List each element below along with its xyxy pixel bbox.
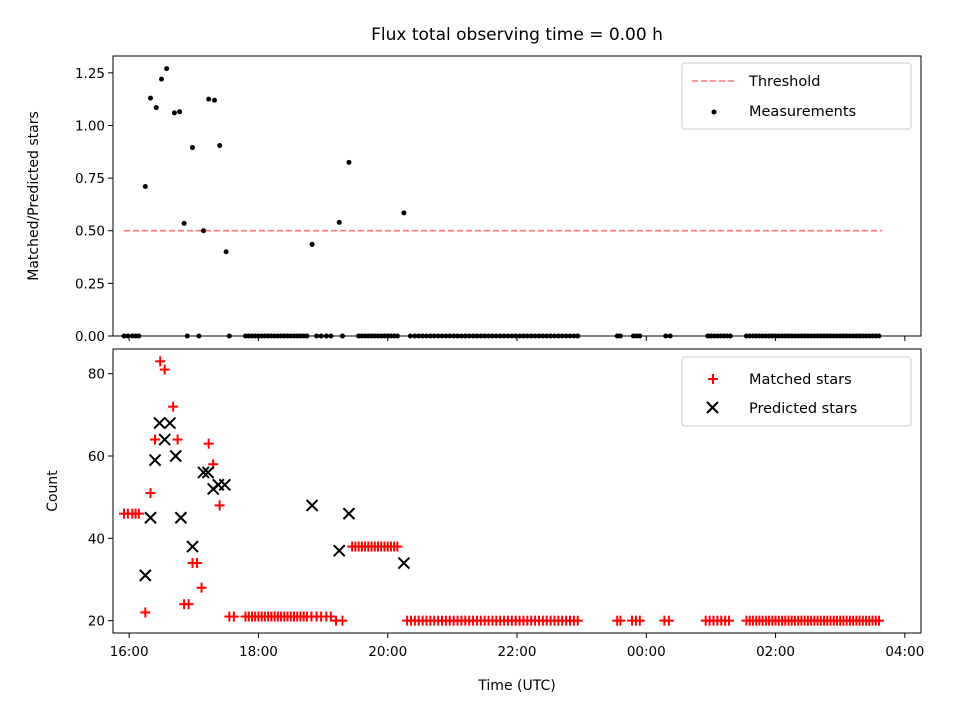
bottom-plot-area (118, 356, 884, 626)
top-y-tick-label: 0.25 (75, 276, 105, 292)
bottom-y-tick-label: 60 (88, 449, 105, 465)
measurement-point (190, 145, 196, 151)
chart-title: Flux total observing time = 0.00 h (371, 25, 663, 45)
measurement-point (217, 142, 223, 148)
predicted-star-point (305, 499, 319, 512)
measurement-point (142, 184, 148, 190)
matched-star-point (572, 615, 583, 626)
legend-predicted-marker (706, 401, 719, 414)
legend-measurements-label: Measurements (749, 104, 856, 120)
matched-star-point (145, 488, 156, 499)
bottom-y-tick-label: 40 (88, 531, 105, 547)
legend-matched-label: Matched stars (749, 372, 852, 388)
measurement-point (164, 66, 170, 72)
matched-star-point (228, 611, 239, 622)
measurement-point (181, 220, 187, 226)
predicted-star-point (169, 449, 182, 463)
matched-star-point (140, 607, 151, 618)
matched-star-point (196, 582, 207, 593)
predicted-star-point (153, 416, 166, 430)
top-y-axis-label: Matched/Predicted stars (26, 111, 42, 281)
bottom-legend-box (681, 356, 912, 427)
legend-matched-marker (708, 374, 718, 384)
top-y-tick-label: 0.00 (75, 329, 105, 345)
matched-star-point (133, 508, 144, 519)
bottom-x-tick-label: 18:00 (239, 644, 278, 660)
matched-star-point (724, 615, 735, 626)
top-legend: Threshold Measurements (681, 62, 912, 130)
matched-star-point (183, 599, 194, 610)
top-y-tick-label: 0.75 (75, 171, 105, 187)
top-x-axis (128, 336, 906, 341)
bottom-x-axis: 16:00 18:00 20:00 22:00 00:00 02:00 04:00 (110, 633, 924, 660)
bottom-x-tick-label: 04:00 (885, 644, 924, 660)
measurement-point (401, 210, 407, 216)
measurement-point (346, 159, 352, 165)
predicted-star-point (158, 433, 171, 446)
top-y-tick-label: 1.25 (75, 66, 105, 82)
legend-measurements-marker (711, 109, 717, 115)
bottom-x-tick-label: 20:00 (368, 644, 407, 660)
predicted-star-point (163, 416, 177, 430)
measurement-point (177, 109, 183, 115)
matched-star-point (337, 615, 348, 626)
predicted-star-point (218, 478, 232, 492)
predicted-star-point (148, 453, 162, 467)
x-axis-label: Time (UTC) (477, 678, 555, 694)
top-legend-box (681, 62, 912, 130)
matched-star-point (214, 500, 225, 511)
bottom-x-tick-label: 22:00 (498, 644, 537, 660)
matched-star-point (634, 615, 645, 626)
predicted-star-point (397, 556, 411, 570)
predicted-star-point (333, 544, 346, 557)
matched-star-point (155, 356, 166, 367)
measurement-point (206, 96, 212, 102)
measurement-point (200, 228, 206, 234)
legend-threshold-label: Threshold (748, 74, 820, 90)
matched-star-point (150, 434, 161, 445)
matched-star-point (192, 558, 203, 569)
matched-star-point (159, 364, 170, 375)
matched-star-point (663, 615, 674, 626)
top-plot-panel: 0.00 0.25 0.50 0.75 1.00 1.25 Matched/Predict… (26, 55, 922, 345)
measurement-point (309, 241, 315, 247)
bottom-y-axis-label: Count (45, 470, 61, 512)
predicted-star-point (139, 569, 152, 582)
measurement-point (147, 95, 153, 101)
predicted-star-point (342, 507, 356, 520)
bottom-y-tick-label: 20 (88, 614, 105, 630)
legend-predicted-label: Predicted stars (749, 401, 857, 417)
measurement-point (158, 76, 164, 82)
matched-star-point (172, 434, 183, 445)
measurement-point (336, 219, 342, 225)
matched-star-point (203, 438, 214, 449)
matched-star-point (873, 615, 884, 626)
bottom-plot-panel: 20 40 60 80 16:00 18:00 20:00 22:00 00:00 02:00 0… (45, 348, 924, 694)
measurement-point (171, 110, 177, 116)
bottom-y-tick-label: 80 (88, 367, 105, 383)
predicted-star-point (186, 540, 199, 553)
matched-star-point (392, 541, 403, 552)
predicted-star-point (197, 466, 210, 479)
bottom-legend: Matched stars Predicted stars (681, 356, 912, 427)
predicted-star-point (144, 511, 157, 524)
bottom-x-tick-label: 16:00 (110, 644, 149, 660)
top-y-tick-label: 1.00 (75, 118, 105, 134)
top-y-axis: 0.00 0.25 0.50 0.75 1.00 1.25 (75, 66, 113, 345)
measurement-point (223, 249, 229, 255)
predicted-star-point (174, 511, 188, 524)
bottom-x-tick-label: 00:00 (627, 644, 666, 660)
matched-star-point (168, 401, 179, 412)
bottom-y-axis: 20 40 60 80 (88, 367, 113, 630)
measurement-point (153, 105, 159, 111)
matched-star-point (325, 611, 336, 622)
matched-star-point (615, 615, 626, 626)
top-y-tick-label: 0.50 (75, 224, 105, 240)
measurement-point (211, 97, 217, 103)
predicted-star-point (201, 466, 215, 479)
bottom-x-tick-label: 02:00 (756, 644, 795, 660)
